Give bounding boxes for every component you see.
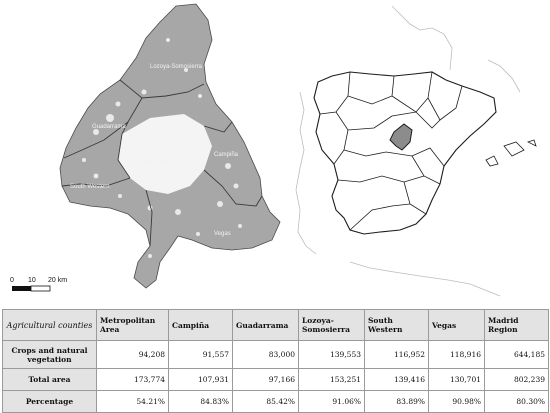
spain-internal-borders <box>319 71 463 231</box>
table-cell: 153,251 <box>298 368 365 391</box>
scale-tick-20: 20 km <box>48 277 67 284</box>
table-cell: 85.42% <box>232 390 299 413</box>
table-cell: 107,931 <box>168 368 233 391</box>
coastline-background <box>295 5 521 297</box>
label-metropolitan-area: Metropolitan Area <box>140 158 188 164</box>
table-cell: 90.98% <box>428 390 485 413</box>
table-cell: 802,239 <box>484 368 549 391</box>
metropolitan-area-fill <box>118 114 212 194</box>
table-cell: 139,553 <box>298 340 365 369</box>
madrid-region-map: Lozoya-Somosierra Guadarrama Metropolita… <box>59 3 281 289</box>
table-cell: 91,557 <box>168 340 233 369</box>
table-cell: 80.30% <box>484 390 549 413</box>
county-borders <box>61 79 263 247</box>
label-guadarrama: Guadarrama <box>92 124 126 130</box>
urban-texture <box>82 38 242 258</box>
table-cell: 91.06% <box>298 390 365 413</box>
table-cell: 139,416 <box>364 368 429 391</box>
scale-tick-0: 0 <box>10 277 14 284</box>
table-cell: 118,916 <box>428 340 485 369</box>
table-cell: 54.21% <box>96 390 169 413</box>
table-cell: 84.83% <box>168 390 233 413</box>
column-header: Guadarrama <box>232 309 299 341</box>
column-header: Metropolitan Area <box>96 309 169 341</box>
scale-bar: 0 10 20 km <box>10 277 67 292</box>
table-cell: 173,774 <box>96 368 169 391</box>
table-cell: 83,000 <box>232 340 299 369</box>
table-corner-header: Agricultural counties <box>2 309 97 341</box>
row-header: Percentage <box>2 390 97 413</box>
label-campina: Campiña <box>214 152 239 158</box>
row-header: Total area <box>2 368 97 391</box>
table-header-row: Agricultural counties Metropolitan Area … <box>2 309 549 341</box>
table-row: Crops and natural vegetation 94,208 91,5… <box>2 340 549 369</box>
table-cell: 83.89% <box>364 390 429 413</box>
column-header: Madrid Region <box>484 309 549 341</box>
label-vegas: Vegas <box>214 231 231 237</box>
column-header: Vegas <box>428 309 485 341</box>
label-south-western: South Western <box>70 184 110 190</box>
row-header: Crops and natural vegetation <box>2 340 97 369</box>
scale-tick-10: 10 <box>28 277 36 284</box>
spain-locator-map <box>295 5 537 297</box>
table-cell: 130,701 <box>428 368 485 391</box>
table-cell: 94,208 <box>96 340 169 369</box>
table-cell: 116,952 <box>364 340 429 369</box>
column-header: South Western <box>364 309 429 341</box>
agricultural-counties-table: Agricultural counties Metropolitan Area … <box>2 309 549 413</box>
madrid-highlight-locator <box>389 123 413 151</box>
spain-outline <box>313 71 497 235</box>
column-header: Campiña <box>168 309 233 341</box>
table-row: Percentage 54.21% 84.83% 85.42% 91.06% 8… <box>2 390 549 413</box>
column-header: Lozoya-Somosierra <box>298 309 365 341</box>
table-row: Total area 173,774 107,931 97,166 153,25… <box>2 368 549 391</box>
table-cell: 644,185 <box>484 340 549 369</box>
label-lozoya-somosierra: Lozoya-Somosierra <box>150 64 203 70</box>
map-figure: Lozoya-Somosierra Guadarrama Metropolita… <box>10 3 537 297</box>
table-cell: 97,166 <box>232 368 299 391</box>
balearic-islands <box>485 139 537 167</box>
